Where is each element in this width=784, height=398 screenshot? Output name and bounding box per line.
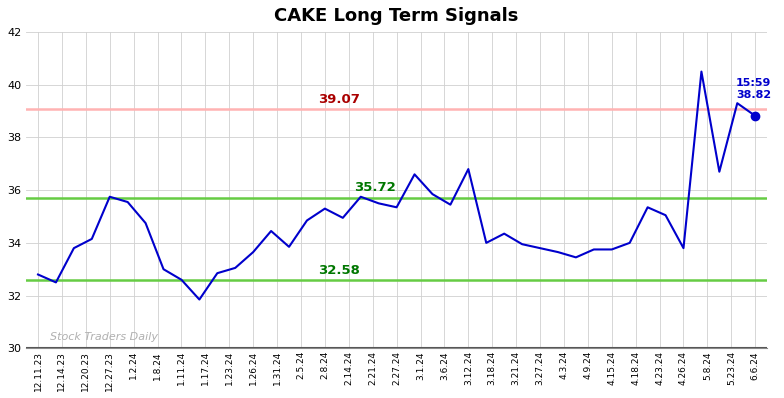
Title: CAKE Long Term Signals: CAKE Long Term Signals (274, 7, 519, 25)
Text: 32.58: 32.58 (318, 264, 360, 277)
Text: 39.07: 39.07 (318, 93, 360, 106)
Text: Stock Traders Daily: Stock Traders Daily (50, 332, 158, 342)
Text: 35.72: 35.72 (354, 181, 396, 194)
Text: 15:59
38.82: 15:59 38.82 (736, 78, 771, 100)
